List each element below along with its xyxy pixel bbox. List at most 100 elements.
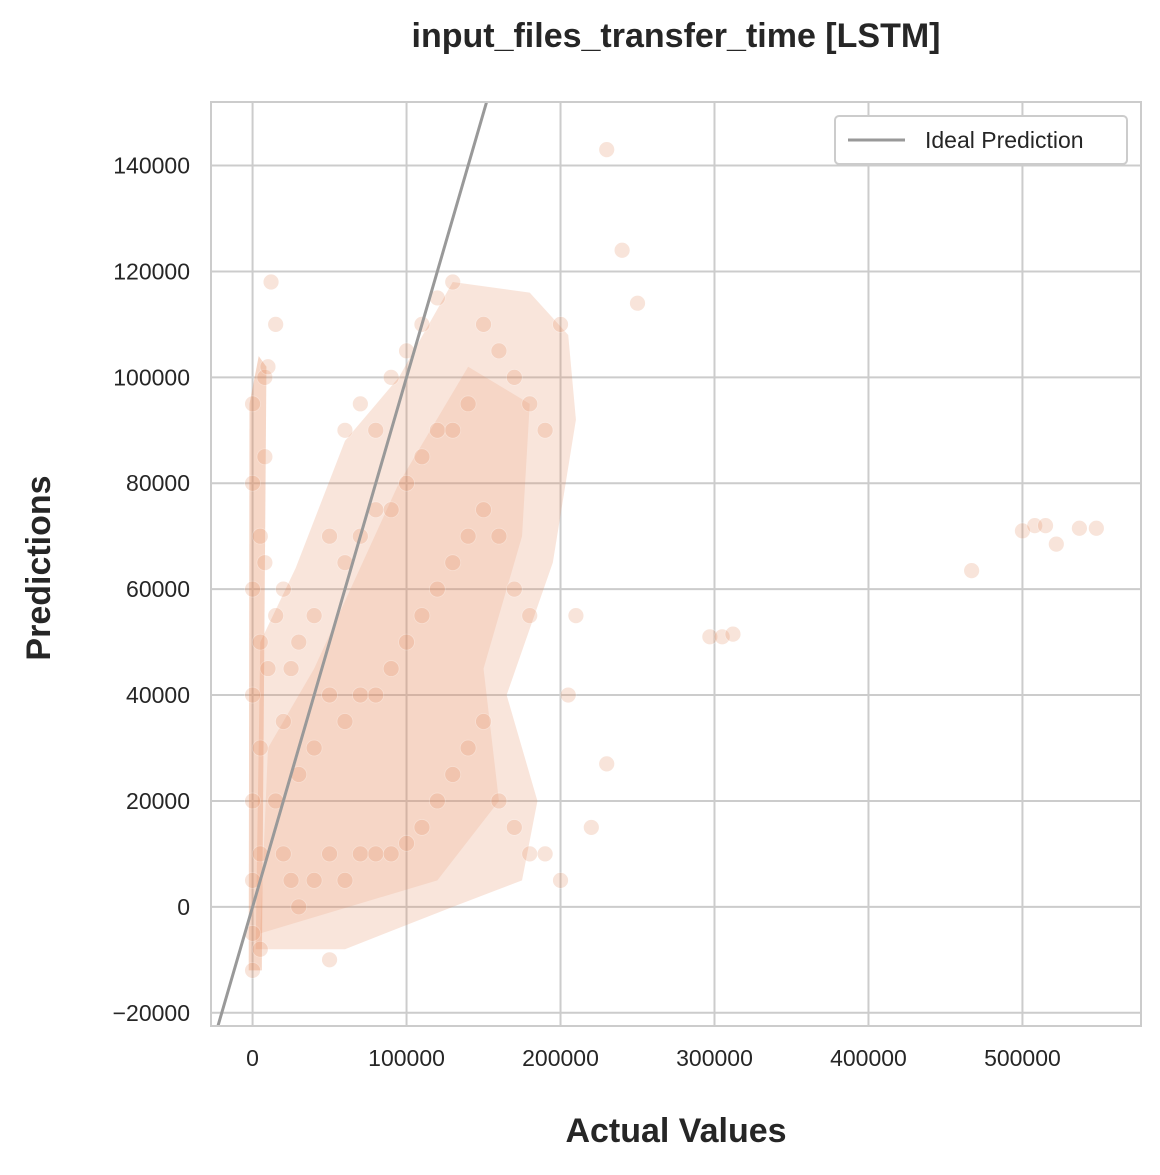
data-point [559,686,577,704]
data-point [459,395,477,413]
x-tick-label: 500000 [984,1045,1061,1071]
data-point [444,273,462,291]
y-tick-label: 40000 [126,682,190,708]
y-axis-ticks: −20000 0 20000 40000 60000 80000 100000 120000 1… [113,153,190,1026]
data-point [428,421,446,439]
data-point [274,580,292,598]
data-point [321,527,338,545]
data-point [305,871,323,889]
data-point [382,501,400,519]
legend-label-ideal-prediction: Ideal Prediction [925,127,1084,153]
data-point [1087,519,1105,537]
y-tick-label: 80000 [126,470,190,496]
x-tick-label: 0 [246,1045,259,1071]
data-point [428,580,446,598]
data-point [459,527,477,545]
data-point [567,607,585,625]
point-cloud-density [248,282,576,971]
data-point [267,607,285,625]
data-point [1026,517,1044,535]
data-point [251,739,269,757]
data-point [259,358,277,376]
data-point [1047,535,1065,553]
x-tick-label: 300000 [676,1045,753,1071]
y-axis-label: Predictions [20,475,58,660]
data-point [274,845,292,863]
data-point [536,845,554,863]
data-point [267,315,285,333]
legend: Ideal Prediction [834,115,1128,165]
data-point [475,315,492,333]
x-tick-label: 100000 [368,1045,445,1071]
data-point [251,940,269,958]
data-point [398,474,415,492]
axes-border [210,101,1142,1027]
data-point [244,792,261,810]
data-points [244,141,1105,979]
data-point [701,628,719,646]
y-tick-label: 60000 [126,576,190,602]
data-point [262,273,280,291]
data-point [290,633,308,651]
data-point [336,713,354,730]
data-point [244,474,261,492]
data-point [282,660,300,677]
data-point [244,395,261,413]
data-point [321,845,338,863]
data-point [382,845,400,863]
data-point [724,625,742,643]
data-point [259,660,277,677]
data-point [321,951,338,969]
plot-background [211,102,1141,1026]
x-axis-ticks: 0 100000 200000 300000 400000 500000 [246,1045,1061,1071]
data-point [444,766,462,783]
data-point [521,607,539,625]
density-region [248,356,267,971]
data-point [536,421,554,439]
data-point [521,395,539,413]
x-axis-label: Actual Values [565,1112,786,1150]
x-tick-label: 400000 [830,1045,907,1071]
data-point [251,633,269,651]
data-point [413,607,431,625]
data-point [552,315,569,333]
data-point [305,739,323,757]
data-point [1071,519,1088,537]
y-grid-lines [211,164,1141,1014]
data-point [367,686,385,704]
data-point [256,554,274,572]
data-point [490,792,508,810]
data-point [552,871,569,889]
data-point [290,898,308,916]
x-grid-lines [251,102,1024,1026]
data-point [490,342,508,360]
data-point [305,607,323,625]
y-tick-label: 20000 [126,788,190,814]
data-point [1037,517,1054,535]
data-point [444,421,462,439]
data-point [244,580,261,598]
data-point [244,962,261,979]
data-point [382,660,400,677]
data-point [505,368,523,386]
data-point [444,554,462,572]
data-point [256,448,274,466]
data-point [382,368,400,386]
x-tick-label: 200000 [522,1045,599,1071]
data-point [367,421,385,439]
data-point [475,501,492,519]
data-point [336,871,354,889]
data-point [351,395,369,413]
density-region [260,366,530,934]
data-point [244,686,261,704]
data-point [963,562,981,580]
data-point [413,819,431,836]
data-point [428,792,446,810]
data-point [490,527,508,545]
data-point [598,755,616,773]
y-tick-label: 0 [177,894,190,920]
chart-title: input_files_transfer_time [LSTM] [412,17,941,55]
data-point [398,633,415,651]
